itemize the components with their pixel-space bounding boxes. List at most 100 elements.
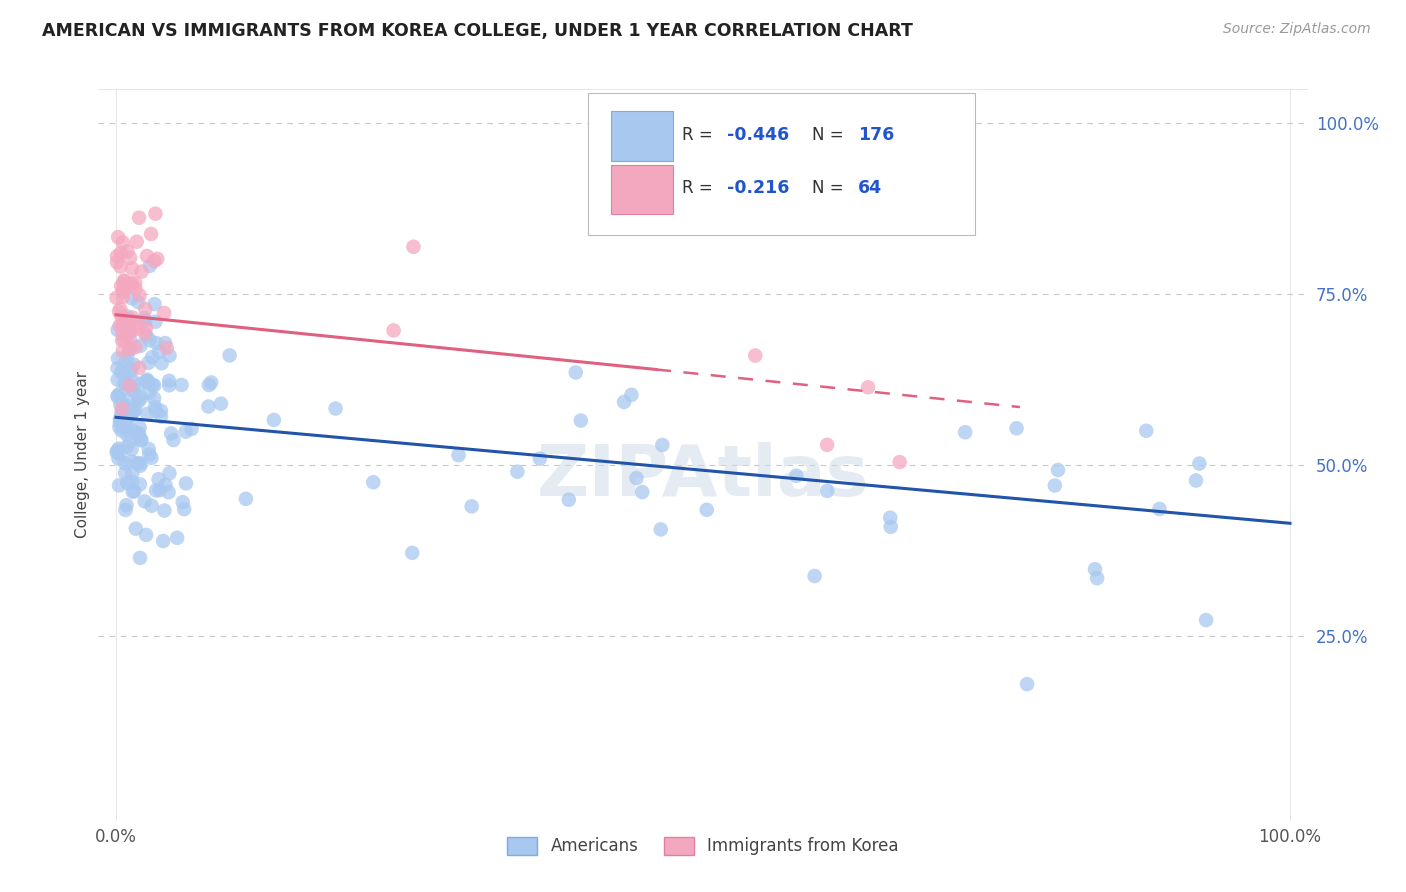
Point: [110, 260, 132, 274]
Point: [107, 230, 129, 244]
Point: [115, 310, 138, 324]
Point: [110, 310, 132, 324]
Point: [152, 534, 174, 549]
Point: [153, 306, 176, 320]
Point: [112, 420, 135, 434]
Point: [115, 278, 138, 293]
Point: [107, 442, 129, 456]
Point: [159, 467, 181, 481]
Point: [105, 443, 128, 458]
Point: [107, 351, 129, 366]
Point: [111, 344, 134, 359]
Point: [136, 373, 159, 387]
Point: [108, 318, 131, 333]
Point: [141, 450, 163, 465]
Text: AMERICAN VS IMMIGRANTS FROM KOREA COLLEGE, UNDER 1 YEAR CORRELATION CHART: AMERICAN VS IMMIGRANTS FROM KOREA COLLEG…: [42, 22, 912, 40]
Point: [128, 360, 150, 375]
Point: [112, 400, 135, 414]
Point: [138, 356, 160, 370]
Point: [134, 326, 156, 341]
Point: [107, 390, 129, 404]
Point: [105, 291, 128, 305]
Point: [112, 290, 135, 304]
Point: [114, 376, 136, 390]
Point: [263, 413, 285, 427]
Point: [121, 484, 143, 499]
FancyBboxPatch shape: [612, 164, 672, 214]
Point: [118, 378, 141, 392]
Point: [1084, 562, 1107, 576]
Text: -0.216: -0.216: [727, 179, 790, 197]
Point: [141, 499, 163, 513]
Point: [117, 244, 139, 259]
Point: [110, 245, 132, 260]
Point: [815, 438, 838, 452]
Point: [122, 405, 145, 419]
Text: R =: R =: [682, 179, 718, 197]
Point: [135, 321, 157, 335]
Point: [120, 365, 142, 379]
Point: [118, 326, 141, 341]
Point: [114, 503, 136, 517]
Point: [143, 254, 166, 268]
Point: [626, 471, 648, 485]
Text: 176: 176: [858, 126, 894, 144]
Point: [124, 484, 146, 499]
Point: [120, 362, 142, 376]
Point: [114, 456, 136, 470]
Point: [558, 492, 581, 507]
Point: [128, 426, 150, 441]
Point: [129, 433, 152, 447]
Point: [160, 426, 183, 441]
Point: [135, 528, 157, 542]
Point: [145, 207, 167, 221]
Point: [143, 400, 166, 414]
Point: [129, 339, 152, 353]
Point: [124, 276, 146, 290]
Point: [120, 251, 142, 265]
Point: [110, 407, 132, 421]
Point: [143, 392, 166, 406]
Point: [121, 291, 143, 305]
Point: [141, 350, 163, 364]
Point: [174, 425, 197, 439]
Point: [114, 356, 136, 370]
Point: [122, 358, 145, 372]
Point: [172, 495, 194, 509]
Point: [506, 465, 529, 479]
Point: [121, 442, 143, 457]
Point: [134, 302, 156, 317]
Point: [108, 478, 131, 492]
Point: [1195, 613, 1218, 627]
Point: [127, 295, 149, 310]
Point: [115, 412, 138, 426]
Point: [128, 394, 150, 409]
Point: [447, 448, 470, 462]
Point: [815, 483, 838, 498]
Point: [143, 378, 166, 392]
Point: [460, 500, 482, 514]
Point: [124, 403, 146, 417]
Point: [162, 433, 184, 447]
Point: [120, 409, 142, 424]
Point: [111, 318, 134, 332]
Point: [153, 336, 176, 351]
Point: [198, 378, 221, 392]
Point: [1046, 463, 1069, 477]
Point: [128, 477, 150, 491]
Point: [200, 376, 222, 390]
Point: [889, 455, 911, 469]
Text: Source: ZipAtlas.com: Source: ZipAtlas.com: [1223, 22, 1371, 37]
Point: [565, 366, 588, 380]
Point: [145, 483, 167, 498]
Point: [325, 401, 347, 416]
Point: [115, 440, 138, 454]
Point: [148, 344, 170, 359]
Point: [117, 409, 139, 424]
Text: N =: N =: [811, 126, 849, 144]
Point: [157, 374, 180, 388]
Point: [146, 252, 169, 266]
Point: [134, 313, 156, 327]
Point: [744, 349, 766, 363]
Point: [156, 341, 179, 355]
